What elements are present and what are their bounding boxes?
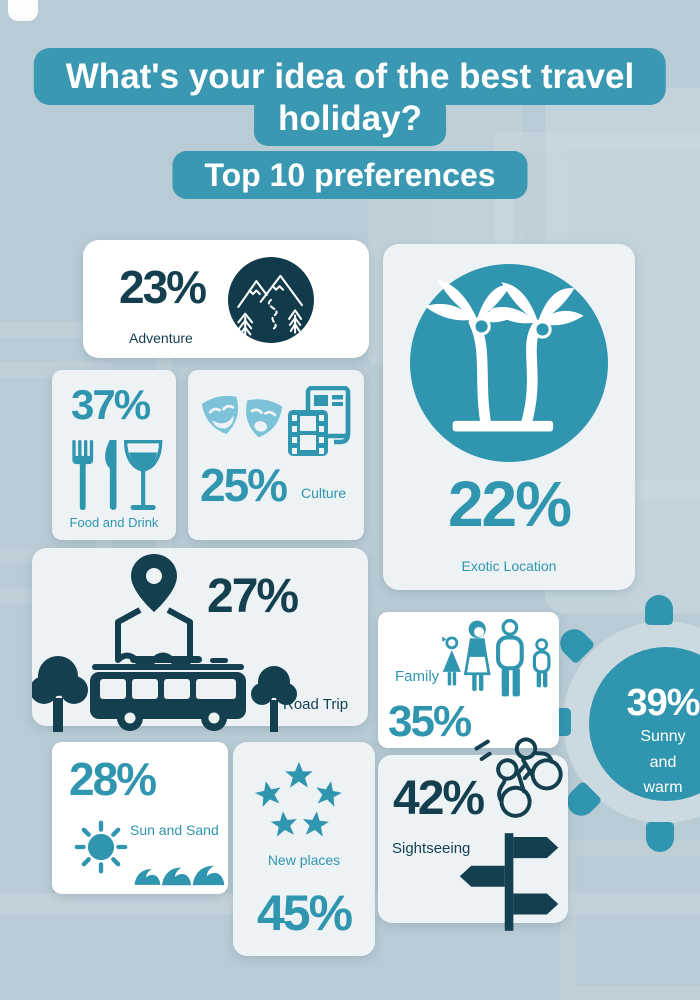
page-subtitle: Top 10 preferences bbox=[172, 151, 528, 199]
family-figures-icon bbox=[440, 616, 558, 706]
card-culture: 25% Culture bbox=[188, 370, 364, 540]
culture-label: Culture bbox=[301, 485, 347, 501]
page-title-line2: holiday? bbox=[254, 95, 446, 146]
food-and-drink-label: Food and Drink bbox=[69, 515, 159, 530]
sun-ray-top-left bbox=[554, 623, 596, 665]
card-adventure: 23% Adventure bbox=[83, 240, 369, 358]
card-exotic-location: 22% Exotic Location bbox=[383, 244, 635, 590]
map-pin-icon bbox=[115, 554, 193, 668]
adventure-value: 23% bbox=[119, 261, 207, 313]
sunny-warm-label: Sunny and warm bbox=[605, 724, 700, 801]
adventure-label: Adventure bbox=[129, 330, 193, 346]
sun-and-sand-value: 28% bbox=[69, 753, 157, 805]
waves-icon bbox=[132, 848, 228, 894]
theater-masks-icon bbox=[199, 392, 287, 448]
family-label: Family bbox=[395, 668, 440, 685]
sun-ray-bottom bbox=[646, 822, 674, 852]
culture-value: 25% bbox=[200, 459, 288, 511]
sun-icon bbox=[70, 816, 132, 878]
sightseeing-label: Sightseeing bbox=[392, 840, 471, 857]
card-food-and-drink: 37% Food and Drink bbox=[52, 370, 176, 540]
signpost-icon bbox=[455, 832, 565, 932]
family-value: 35% bbox=[388, 697, 472, 746]
card-new-places: New places 45% bbox=[233, 742, 375, 956]
sightseeing-value: 42% bbox=[393, 772, 485, 825]
binoculars-icon bbox=[468, 731, 576, 823]
stars-icon bbox=[239, 760, 369, 852]
road-trip-scene-icon bbox=[32, 548, 368, 732]
sunny-warm-label-line3: warm bbox=[643, 779, 683, 797]
sunny-warm-label-line2: and bbox=[649, 753, 677, 771]
exotic-location-label: Exotic Location bbox=[461, 558, 557, 574]
fork-knife-wine-icon bbox=[64, 436, 164, 514]
mountains-trail-icon bbox=[228, 257, 314, 343]
road-trip-label: Road Trip bbox=[283, 696, 349, 713]
page-title-line1: What's your idea of the best travel bbox=[33, 48, 667, 105]
palm-trees-icon bbox=[410, 264, 608, 462]
sunny-warm-label-line1: Sunny bbox=[640, 728, 686, 745]
card-road-trip: 27% Road Trip bbox=[32, 548, 368, 732]
new-places-label: New places bbox=[267, 852, 341, 868]
sunny-warm-value: 39% bbox=[626, 682, 700, 724]
card-family: Family 35% bbox=[378, 612, 559, 748]
card-sun-and-sand: 28% Sun and Sand bbox=[52, 742, 228, 894]
trees-icon bbox=[32, 656, 297, 732]
exotic-location-value: 22% bbox=[447, 468, 572, 540]
road-trip-value: 27% bbox=[207, 570, 299, 623]
sun-and-sand-label: Sun and Sand bbox=[130, 822, 219, 838]
food-and-drink-value: 37% bbox=[71, 381, 151, 428]
camper-bus-icon bbox=[90, 656, 246, 731]
maze-decoration-bottom-right bbox=[560, 840, 700, 1000]
corner-tab-decoration bbox=[8, 0, 38, 21]
sun-ray-top bbox=[645, 595, 673, 625]
new-places-value: 45% bbox=[256, 885, 353, 941]
film-newspaper-icon bbox=[286, 386, 352, 458]
